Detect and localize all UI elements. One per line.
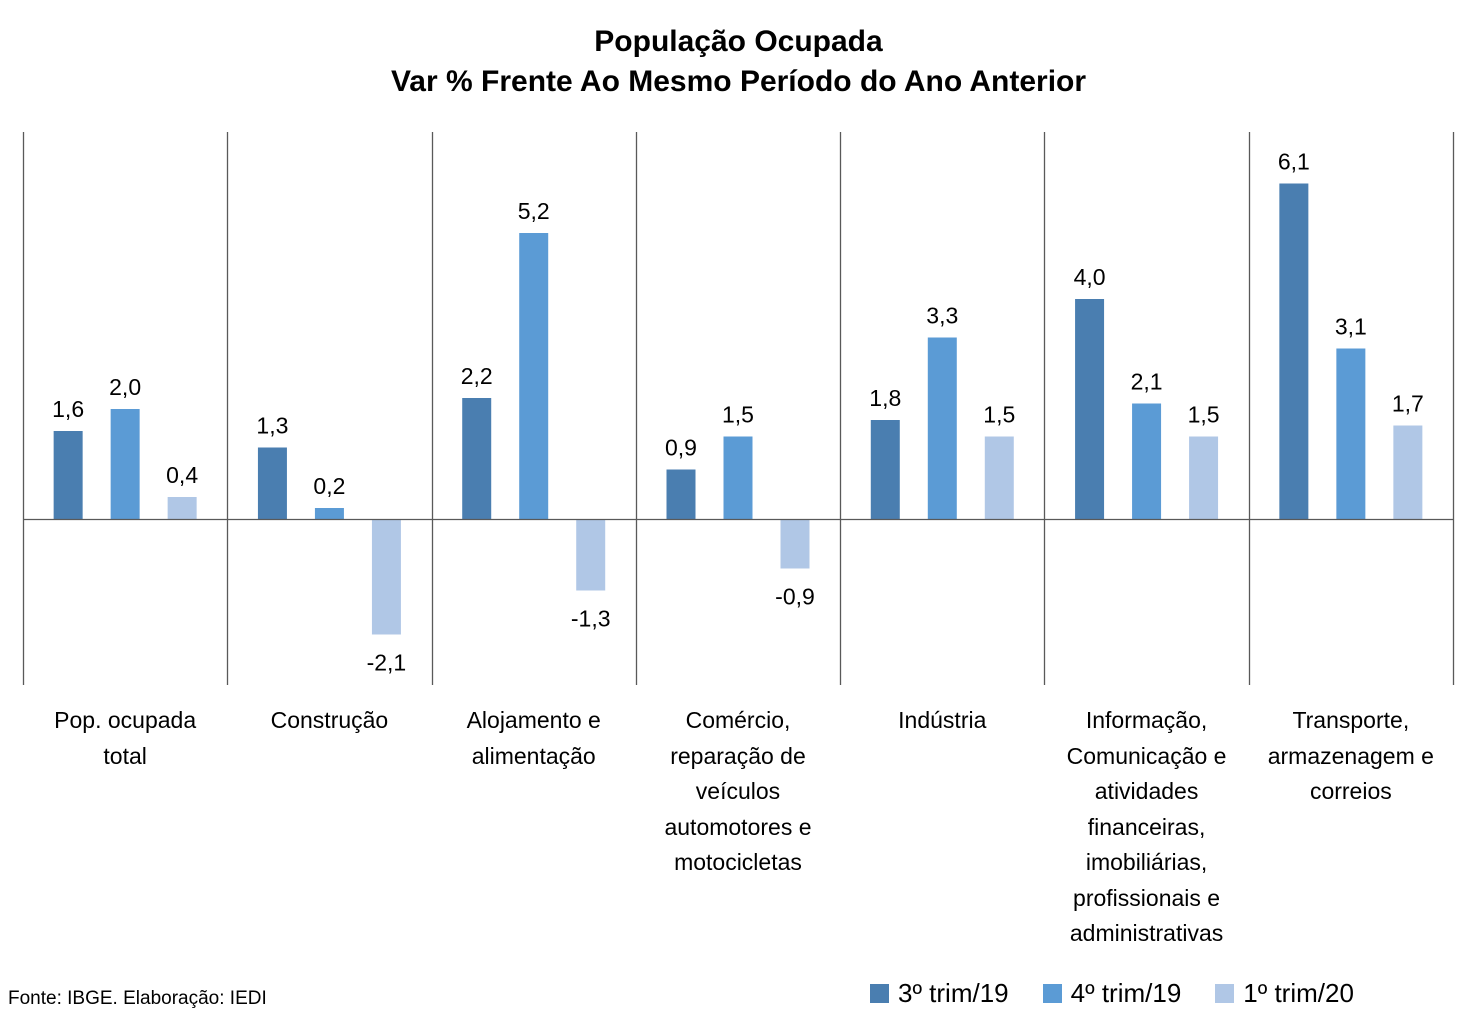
data-label: 0,9 (665, 435, 697, 461)
chart-title-line-2: Var % Frente Ao Mesmo Período do Ano Ant… (390, 65, 1087, 98)
data-label: 1,5 (1188, 402, 1220, 428)
bar (519, 233, 549, 519)
source-note: Fonte: IBGE. Elaboração: IEDI (8, 988, 267, 1009)
bar (576, 519, 606, 591)
category-label-line: armazenagem e (1267, 742, 1434, 769)
data-label: -0,9 (775, 584, 815, 610)
bar (110, 409, 140, 519)
data-label: 1,6 (52, 396, 84, 422)
data-label: 4,0 (1074, 264, 1106, 290)
data-label: -1,3 (571, 606, 611, 632)
legend-item: 1º trim/20 (1215, 978, 1354, 1009)
category-label-line: Indústria (898, 707, 987, 733)
data-label: 0,4 (166, 462, 198, 488)
category-label-line: Comunicação e (1066, 742, 1227, 769)
legend-label: 4º trim/19 (1070, 978, 1182, 1008)
data-label: 2,0 (109, 374, 141, 400)
category-label-line: motocicletas (674, 849, 802, 875)
category-label: Pop. ocupada total (23, 703, 227, 774)
data-label: 1,5 (983, 402, 1015, 428)
bar (1189, 436, 1219, 519)
legend: 3º trim/19 4º trim/19 1º trim/20 (870, 978, 1354, 1009)
bar (666, 469, 696, 519)
category-label-line: imobiliárias, (1085, 849, 1208, 875)
category-label-line: Comércio, (685, 707, 791, 733)
legend-swatch (1042, 984, 1062, 1003)
category-label-line: Pop. ocupada (54, 707, 197, 733)
data-label: 3,1 (1335, 314, 1367, 340)
data-label: -2,1 (367, 650, 407, 676)
category-label-line: veículos (695, 778, 781, 804)
bar (257, 447, 287, 519)
category-label: Alojamento e alimentação (432, 703, 636, 774)
legend-item: 3º trim/19 (870, 978, 1009, 1009)
category-label-line: reparação de (670, 742, 806, 769)
chart-title: População Ocupada Var % Frente Ao Mesmo … (0, 22, 1477, 102)
data-label: 0,2 (313, 473, 345, 499)
bar (314, 508, 344, 519)
data-label: 3,3 (926, 303, 958, 329)
category-label-line: atividades (1094, 778, 1199, 804)
data-label: 1,5 (722, 402, 754, 428)
data-label: 1,3 (256, 413, 288, 439)
bar (53, 431, 83, 519)
bar (780, 519, 810, 569)
category-label-line: financeiras, (1087, 813, 1206, 840)
bar (870, 420, 900, 519)
category-label: Transporte, armazenagem e correios (1249, 703, 1453, 810)
legend-swatch (870, 984, 889, 1003)
category-label-line: Informação, (1085, 707, 1208, 733)
category-label-line: automotores e (664, 813, 812, 840)
bar (1075, 299, 1105, 519)
category-label-line: profissionais e (1073, 884, 1221, 911)
bar (723, 436, 753, 519)
bar (927, 337, 957, 519)
bar (1279, 183, 1309, 519)
category-label-line: Transporte, (1292, 707, 1410, 733)
bar (371, 519, 401, 635)
chart-title-line-1: População Ocupada (594, 25, 883, 58)
category-label: Informação, Comunicação e atividades financ… (1044, 703, 1248, 952)
bar (1336, 348, 1366, 519)
bar (167, 497, 197, 519)
bar (1132, 403, 1162, 519)
category-label: Comércio, reparação de veículos automotores… (636, 703, 840, 881)
data-label: 6,1 (1278, 149, 1310, 175)
data-label: 1,8 (869, 385, 901, 411)
data-label: 1,7 (1392, 391, 1424, 417)
legend-swatch (1215, 984, 1235, 1003)
category-label: Construção (227, 703, 431, 739)
bar (984, 436, 1014, 519)
data-label: 5,2 (518, 198, 550, 224)
bar (462, 398, 492, 519)
data-label: 2,2 (461, 363, 493, 389)
category-label: Indústria (840, 703, 1044, 739)
category-label-line: Alojamento e (466, 707, 601, 733)
legend-label: 1º trim/20 (1243, 978, 1354, 1008)
category-label-line: alimentação (471, 742, 596, 769)
legend-label: 3º trim/19 (898, 978, 1009, 1008)
bar (1393, 425, 1423, 519)
category-label-line: total (103, 742, 147, 769)
legend-item: 4º trim/19 (1042, 978, 1182, 1009)
category-label-line: Construção (270, 707, 389, 733)
data-label: 2,1 (1131, 369, 1163, 395)
category-label-line: correios (1309, 778, 1392, 804)
category-label-line: administrativas (1069, 920, 1224, 946)
